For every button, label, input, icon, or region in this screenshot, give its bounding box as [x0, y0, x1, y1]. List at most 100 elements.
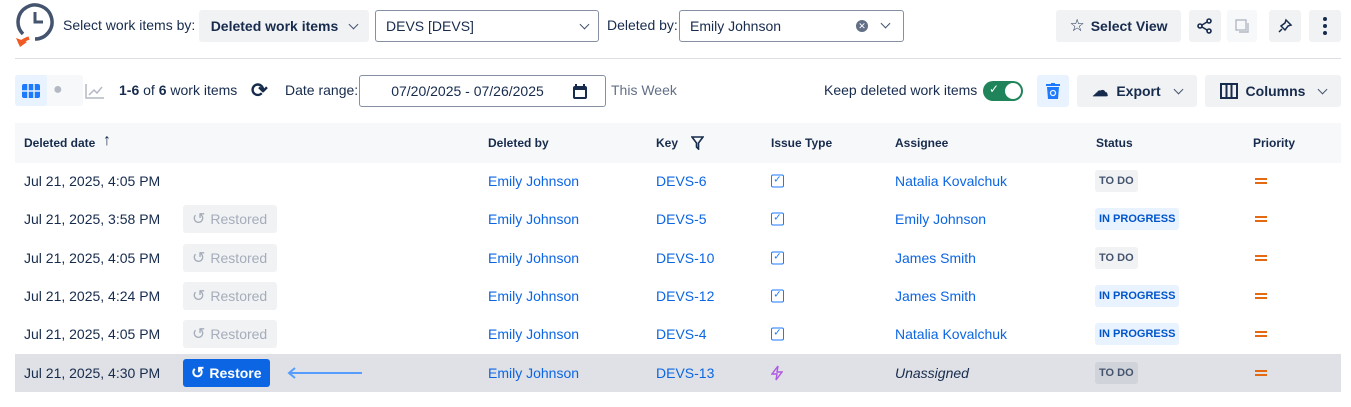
columns-button[interactable]: Columns — [1205, 75, 1341, 107]
table-row[interactable]: Jul 21, 2025, 4:05 PM Emily Johnson DEVS… — [15, 162, 1341, 200]
deleted-by-value: Emily Johnson — [690, 18, 782, 34]
col-status[interactable]: Status — [1096, 136, 1133, 150]
issue-key-link[interactable]: DEVS-13 — [656, 364, 715, 381]
restored-button: ↺ Restored — [183, 205, 278, 234]
saved-view-button[interactable] — [1227, 10, 1257, 42]
task-icon: ✓ — [771, 251, 784, 265]
select-by-dropdown[interactable]: Deleted work items — [199, 10, 369, 42]
chevron-down-icon — [880, 18, 891, 29]
trash-icon — [1046, 83, 1060, 99]
share-button[interactable] — [1189, 10, 1221, 42]
priority-medium-icon — [1255, 254, 1267, 261]
date-preset[interactable]: This Week — [611, 82, 677, 98]
table-row[interactable]: Jul 21, 2025, 4:05 PM ↺ Restored Emily Jo… — [15, 239, 1341, 277]
more-icon — [1323, 17, 1327, 21]
cloud-download-icon: ☁ — [1092, 83, 1109, 100]
app-logo-icon — [16, 3, 54, 47]
deleted-date: Jul 21, 2025, 4:05 PM — [24, 173, 161, 189]
restore-icon: ↺ — [192, 249, 206, 267]
deleted-by-link[interactable]: Emily Johnson — [488, 287, 580, 304]
deleted-by-select[interactable]: Emily Johnson ✕ — [679, 10, 904, 42]
select-view-label: Select View — [1090, 18, 1168, 34]
date-range-label: Date range: — [285, 82, 359, 98]
restore-button[interactable]: ↺ Restore — [183, 358, 270, 387]
keep-deleted-toggle[interactable]: ✓ — [983, 81, 1023, 101]
deleted-date: Jul 21, 2025, 4:30 PM — [24, 364, 161, 381]
divider — [15, 58, 1341, 59]
columns-icon — [1219, 83, 1238, 99]
grid-view-button[interactable] — [15, 75, 47, 106]
task-icon: ✓ — [771, 212, 784, 226]
deleted-by-link[interactable]: Emily Johnson — [488, 326, 580, 343]
issue-key-link[interactable]: DEVS-4 — [656, 326, 707, 343]
assignee[interactable]: Natalia Kovalchuk — [895, 173, 1008, 189]
priority-medium-icon — [1255, 369, 1267, 376]
select-by-label: Select work items by: — [63, 17, 196, 33]
export-label: Export — [1116, 83, 1161, 99]
sort-asc-icon[interactable]: ↑ — [103, 132, 111, 149]
pin-button[interactable] — [1269, 10, 1301, 42]
table-row[interactable]: Jul 21, 2025, 4:24 PM ↺ Restored Emily Jo… — [15, 277, 1341, 315]
issue-key-link[interactable]: DEVS-12 — [656, 287, 715, 304]
priority-medium-icon — [1255, 178, 1267, 184]
assignee[interactable]: Natalia Kovalchuk — [895, 326, 1008, 343]
view-switcher: ● — [15, 75, 104, 106]
chevron-down-icon — [579, 19, 590, 29]
deleted-date: Jul 21, 2025, 4:05 PM — [24, 249, 161, 266]
table-row[interactable]: Jul 21, 2025, 4:05 PM ↺ Restored Emily Jo… — [15, 315, 1341, 353]
chart-view-icon[interactable] — [85, 83, 105, 99]
select-by-value: Deleted work items — [210, 18, 339, 34]
assignee[interactable]: James Smith — [895, 287, 976, 304]
keep-deleted-label: Keep deleted work items — [824, 82, 978, 98]
restore-icon: ↺ — [192, 211, 206, 229]
users-view-icon[interactable]: ● — [53, 81, 63, 98]
chevron-down-icon — [348, 19, 359, 29]
more-button[interactable] — [1309, 10, 1341, 42]
chevron-down-icon — [1317, 84, 1328, 94]
filter-icon[interactable] — [691, 136, 704, 150]
col-assignee[interactable]: Assignee — [895, 136, 949, 150]
deleted-by-link[interactable]: Emily Johnson — [488, 249, 580, 266]
assignee[interactable]: Emily Johnson — [895, 211, 987, 228]
deleted-date: Jul 21, 2025, 4:05 PM — [24, 326, 161, 343]
priority-medium-icon — [1255, 331, 1267, 338]
trash-button[interactable] — [1037, 75, 1069, 107]
col-priority[interactable]: Priority — [1253, 136, 1296, 150]
restore-icon: ↺ — [191, 364, 205, 382]
restore-icon: ↺ — [192, 326, 206, 344]
pin-icon — [1278, 18, 1293, 33]
table-header: Deleted date ↑ Deleted by Key Issue Type… — [15, 123, 1341, 163]
status-badge: TO DO — [1095, 361, 1138, 384]
project-value: DEVS [DEVS] — [386, 18, 474, 34]
select-view-button[interactable]: ☆ Select View — [1056, 10, 1181, 42]
project-select[interactable]: DEVS [DEVS] — [375, 10, 599, 42]
calendar-icon[interactable] — [572, 83, 588, 100]
status-badge: IN PROGRESS — [1095, 284, 1180, 307]
restore-icon: ↺ — [192, 287, 206, 305]
refresh-icon[interactable]: ⟳ — [251, 80, 268, 102]
col-deleted-by[interactable]: Deleted by — [488, 136, 549, 150]
restored-button: ↺ Restored — [183, 243, 278, 272]
deleted-by-link[interactable]: Emily Johnson — [488, 173, 580, 189]
deleted-by-label: Deleted by: — [607, 17, 678, 33]
priority-medium-icon — [1255, 216, 1267, 223]
date-range-input[interactable]: 07/20/2025 - 07/26/2025 — [359, 75, 606, 107]
table-row[interactable]: Jul 21, 2025, 3:58 PM ↺ Restored Emily Jo… — [15, 200, 1341, 238]
col-issue-type[interactable]: Issue Type — [771, 136, 833, 150]
issue-key-link[interactable]: DEVS-5 — [656, 211, 707, 228]
deleted-date: Jul 21, 2025, 4:24 PM — [24, 287, 161, 304]
epic-icon — [771, 365, 783, 380]
task-icon: ✓ — [771, 327, 784, 341]
deleted-by-link[interactable]: Emily Johnson — [488, 364, 580, 381]
clear-icon[interactable]: ✕ — [856, 20, 868, 32]
issue-key-link[interactable]: DEVS-10 — [656, 249, 715, 266]
issue-key-link[interactable]: DEVS-6 — [656, 173, 707, 189]
restored-button: ↺ Restored — [183, 281, 278, 310]
table-row[interactable]: Jul 21, 2025, 4:30 PM ↺ Restore Emily Joh… — [15, 353, 1341, 392]
col-deleted-date[interactable]: Deleted date — [24, 136, 96, 150]
assignee[interactable]: James Smith — [895, 249, 976, 266]
grid-icon — [22, 83, 40, 98]
col-key[interactable]: Key — [656, 136, 679, 150]
deleted-by-link[interactable]: Emily Johnson — [488, 211, 580, 228]
export-button[interactable]: ☁ Export — [1077, 75, 1197, 107]
